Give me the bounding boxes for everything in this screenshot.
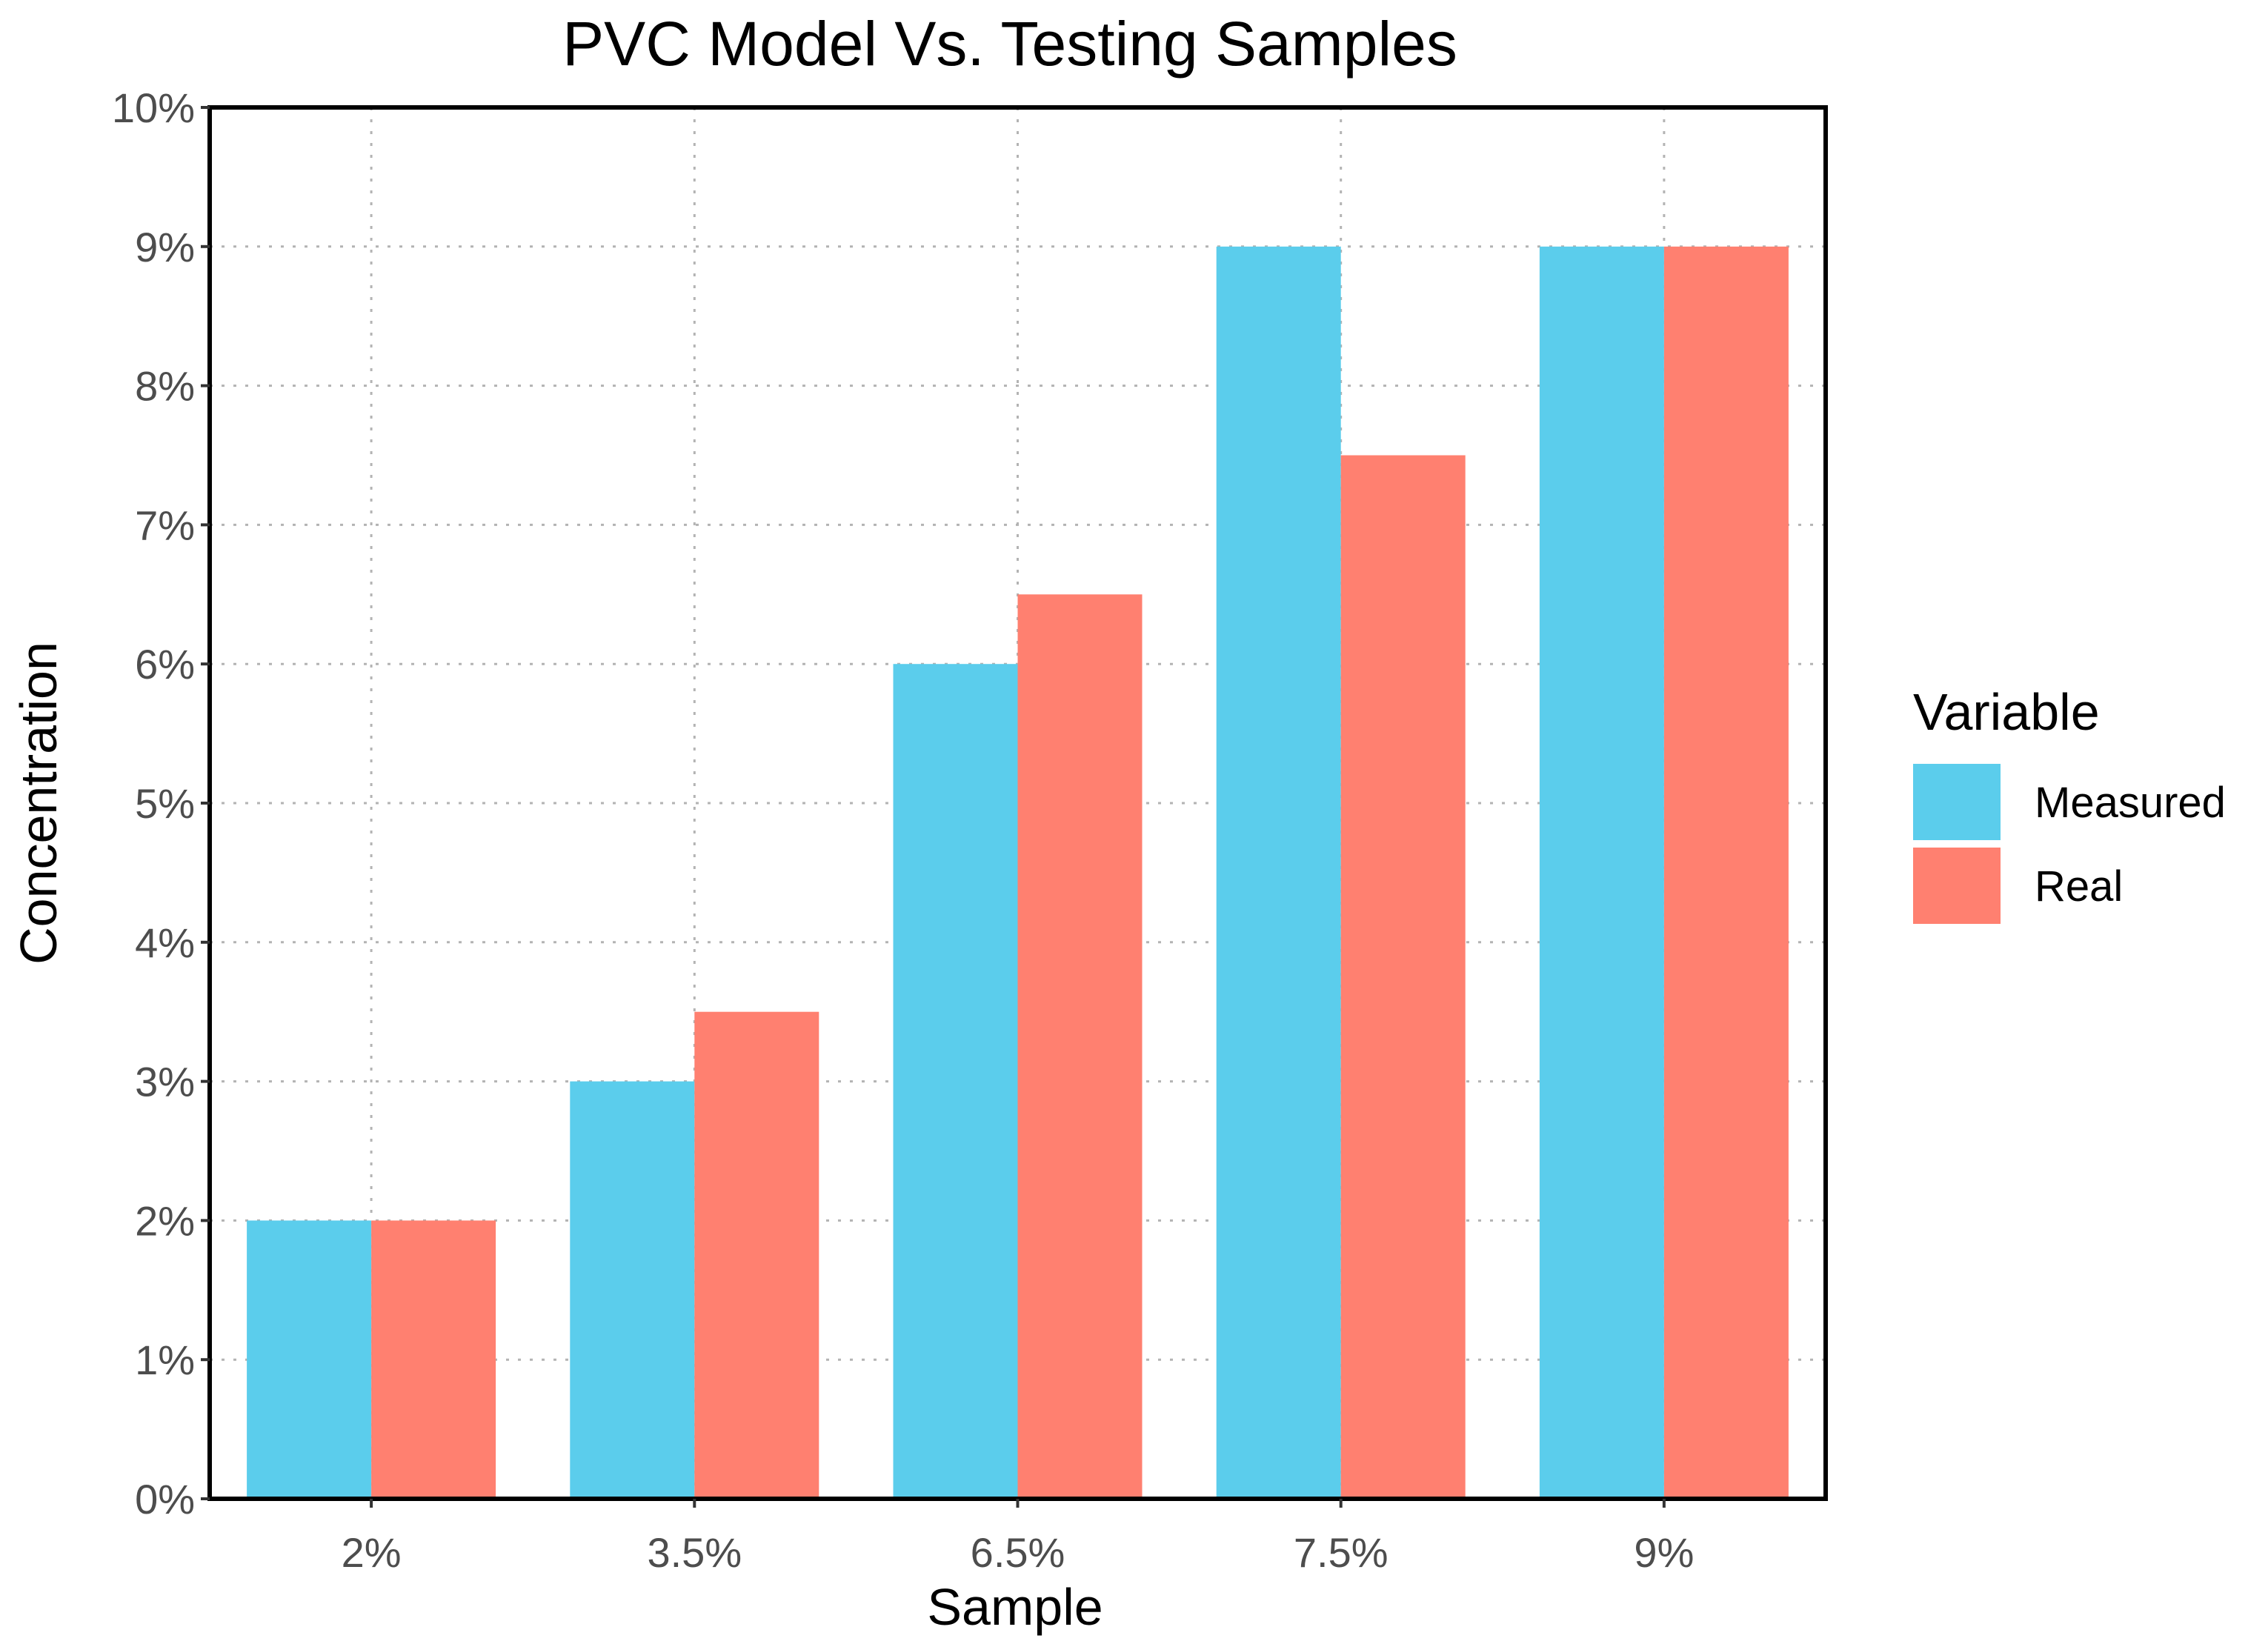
x-tick-label: 3.5% xyxy=(647,1529,742,1576)
bar-measured-7.5% xyxy=(1216,246,1341,1499)
y-tick-label: 8% xyxy=(135,363,195,410)
y-axis-title: Concentration xyxy=(10,642,67,965)
y-tick-label: 3% xyxy=(135,1059,195,1105)
y-tick-label: 7% xyxy=(135,502,195,548)
x-tick-label: 7.5% xyxy=(1294,1529,1389,1576)
bar-real-3.5% xyxy=(694,1011,819,1499)
bar-measured-2% xyxy=(247,1220,372,1499)
y-axis-ticks: 0% 1% 2% 3% 4% 5% 6% 7% 8% 9% 10% xyxy=(112,84,210,1522)
y-tick-label: 4% xyxy=(135,919,195,966)
y-tick-label: 6% xyxy=(135,641,195,688)
y-tick-label: 9% xyxy=(135,224,195,270)
bars xyxy=(247,246,1789,1500)
bar-real-2% xyxy=(371,1220,496,1499)
x-tick-label: 6.5% xyxy=(971,1529,1065,1576)
y-tick-label: 10% xyxy=(112,84,195,131)
legend-key-measured xyxy=(1913,764,2001,840)
y-tick-label: 0% xyxy=(135,1476,195,1522)
bar-measured-3.5% xyxy=(570,1081,695,1499)
bar-real-9% xyxy=(1663,246,1789,1499)
x-tick-label: 9% xyxy=(1634,1529,1694,1576)
chart-title: PVC Model Vs. Testing Samples xyxy=(562,9,1457,79)
legend-label-measured: Measured xyxy=(2035,779,2226,827)
x-tick-label: 2% xyxy=(342,1529,402,1576)
bar-measured-6.5% xyxy=(893,664,1018,1500)
y-tick-label: 2% xyxy=(135,1197,195,1244)
x-axis-title: Sample xyxy=(927,1578,1103,1636)
legend-label-real: Real xyxy=(2035,862,2123,911)
legend: Variable Measured Real xyxy=(1913,683,2226,924)
bar-measured-9% xyxy=(1539,246,1664,1499)
legend-key-real xyxy=(1913,848,2001,924)
bar-real-7.5% xyxy=(1340,455,1466,1499)
bar-real-6.5% xyxy=(1017,594,1143,1499)
legend-items: Measured Real xyxy=(1913,764,2226,924)
y-tick-label: 5% xyxy=(135,780,195,827)
legend-title: Variable xyxy=(1913,683,2100,741)
x-axis-ticks: 2% 3.5% 6.5% 7.5% 9% xyxy=(342,1499,1694,1576)
y-tick-label: 1% xyxy=(135,1337,195,1383)
